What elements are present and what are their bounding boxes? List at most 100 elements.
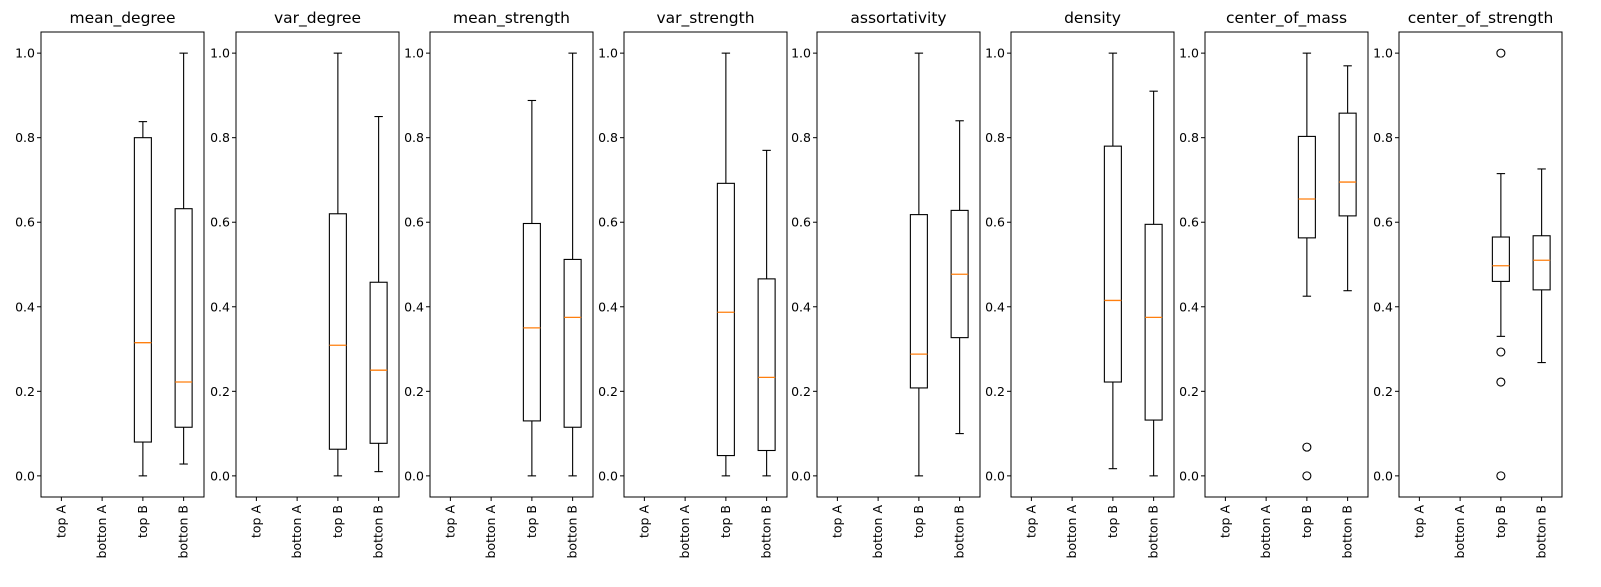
x-tick-label: top B [1493,505,1508,538]
box-iqr [1297,135,1316,239]
x-tick-label: botton B [1534,505,1549,559]
box-botton-B [1144,90,1163,477]
y-tick-label: 0.4 [791,299,811,314]
subplot-density: density 0.0 0.2 0.4 0.6 0.8 1.0 top A botton A to… [985,9,1175,559]
subplot-title: center_of_mass [1226,9,1347,28]
box-iqr [909,214,928,389]
flier-point [1496,377,1506,387]
subplot-title: mean_strength [453,9,570,28]
box-iqr [757,278,776,452]
y-tick-label: 0.4 [598,299,618,314]
y-tick-label: 0.2 [791,384,811,399]
flier-point [1302,471,1312,481]
y-tick-label: 0.2 [598,384,618,399]
y-tick-label: 0.0 [1373,468,1393,483]
subplot-mean-strength: mean_strength 0.0 0.2 0.4 0.6 0.8 1.0 top A bott… [404,9,594,559]
y-tick-label: 0.0 [15,468,35,483]
y-tick-label: 0.6 [1179,215,1199,230]
x-tick-label: top B [1105,505,1120,538]
y-tick-label: 0.0 [1179,468,1199,483]
axes-frame [235,31,400,498]
box-top-B [1297,52,1316,481]
subplot-title: assortativity [850,9,946,27]
y-tick-label: 1.0 [985,46,1005,61]
x-tick-label: botton A [1064,505,1079,559]
subplot-title: var_degree [274,9,361,28]
y-tick-label: 0.4 [210,299,230,314]
subplot-mean-degree: mean_degree 0.0 0.2 0.4 0.6 0.8 1.0 top A botton… [15,9,205,559]
y-tick-label: 0.8 [15,130,35,145]
box-botton-B [174,52,193,465]
x-tick-label: botton B [952,505,967,559]
y-tick-label: 0.2 [15,384,35,399]
y-tick-label: 0.6 [1373,215,1393,230]
y-tick-label: 0.2 [1179,384,1199,399]
x-tick-label: top B [330,505,345,538]
box-botton-B [369,115,388,473]
flier-point [1496,471,1506,481]
box-top-B [133,121,152,477]
y-tick-label: 0.8 [985,130,1005,145]
subplot-var-strength: var_strength 0.0 0.2 0.4 0.6 0.8 1.0 top A botto… [598,9,788,559]
x-tick-label: botton B [176,505,191,559]
x-tick-label: botton A [289,505,304,559]
y-tick-label: 0.2 [985,384,1005,399]
box-botton-B [563,52,582,477]
x-tick-label: botton B [371,505,386,559]
box-botton-B [1338,65,1357,292]
y-tick-label: 0.6 [404,215,424,230]
x-tick-label: top A [1411,505,1426,538]
subplot-center-of-strength: center_of_strength 0.0 0.2 0.4 0.6 0.8 1.0 top … [1373,9,1563,559]
box-iqr [1532,235,1551,291]
x-tick-label: botton A [870,505,885,559]
x-tick-label: botton B [1340,505,1355,559]
x-tick-label: botton B [759,505,774,559]
subplot-title: center_of_strength [1408,9,1554,28]
y-tick-label: 0.0 [598,468,618,483]
axes-frame [1010,31,1175,498]
y-tick-label: 1.0 [15,46,35,61]
y-tick-label: 0.0 [404,468,424,483]
y-tick-label: 0.4 [985,299,1005,314]
y-tick-label: 0.4 [15,299,35,314]
box-botton-B [950,120,969,435]
axes-frame [40,31,205,498]
y-tick-label: 0.2 [210,384,230,399]
flier-point [1302,442,1312,452]
x-tick-label: top A [636,505,651,538]
x-tick-label: top A [53,505,68,538]
x-tick-label: top B [718,505,733,538]
box-iqr [522,222,541,422]
box-iqr [1338,112,1357,217]
y-tick-label: 1.0 [210,46,230,61]
axes-frame [429,31,594,498]
y-tick-label: 0.8 [1373,130,1393,145]
x-tick-label: botton A [1452,505,1467,559]
x-tick-label: botton A [677,505,692,559]
y-tick-label: 0.4 [404,299,424,314]
box-iqr [369,281,388,444]
subplot-title: density [1064,9,1121,27]
y-tick-label: 0.8 [598,130,618,145]
y-tick-label: 1.0 [598,46,618,61]
x-tick-label: top B [911,505,926,538]
axes-frame [1398,31,1563,498]
y-tick-label: 0.8 [791,130,811,145]
box-top-B [1491,48,1510,481]
x-tick-label: top A [248,505,263,538]
y-tick-label: 0.0 [985,468,1005,483]
x-tick-label: top B [135,505,150,538]
x-tick-label: top B [524,505,539,538]
box-botton-B [1532,168,1551,364]
box-top-B [909,52,928,477]
y-tick-label: 0.4 [1179,299,1199,314]
x-tick-label: top A [1217,505,1232,538]
x-tick-label: botton A [94,505,109,559]
box-iqr [133,137,152,443]
y-tick-label: 0.2 [1373,384,1393,399]
y-tick-label: 1.0 [791,46,811,61]
box-iqr [1491,236,1510,282]
y-tick-label: 0.6 [210,215,230,230]
box-iqr [1144,223,1163,421]
